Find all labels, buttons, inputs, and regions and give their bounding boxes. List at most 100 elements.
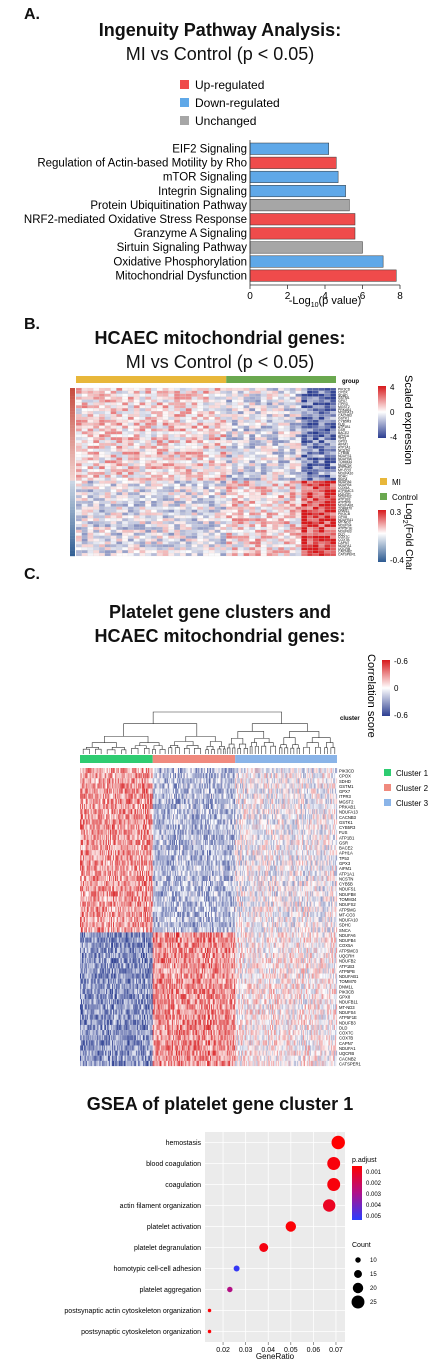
correlation-cell: [108, 768, 110, 774]
heatmap-cell: [283, 529, 290, 533]
correlation-cell: [90, 768, 92, 774]
correlation-cell: [323, 798, 325, 805]
heatmap-cell: [127, 550, 134, 554]
correlation-cell: [178, 773, 180, 779]
heatmap-cell: [318, 425, 325, 429]
correlation-cell: [88, 798, 90, 805]
correlation-cell: [176, 773, 179, 779]
heatmap-cell: [266, 445, 273, 449]
correlation-cell: [275, 788, 277, 794]
correlation-cell: [187, 783, 189, 789]
heatmap-cell: [104, 521, 111, 525]
heatmap-cell: [197, 506, 204, 510]
heatmap-cell: [174, 492, 181, 496]
heatmap-cell: [278, 524, 285, 528]
correlation-cell: [102, 788, 104, 794]
correlation-cell: [161, 793, 163, 799]
correlation-cell: [176, 768, 178, 774]
heatmap-cell: [197, 535, 204, 539]
dendro-branch: [270, 745, 276, 749]
heatmap-cell: [255, 422, 261, 426]
heatmap-cell: [93, 411, 100, 415]
heatmap-cell: [87, 469, 94, 473]
correlation-cell: [229, 793, 231, 799]
heatmap-cell: [116, 451, 123, 455]
heatmap-cell: [307, 460, 313, 464]
heatmap-cell: [87, 448, 94, 452]
correlation-cell: [211, 788, 213, 794]
correlation-cell: [193, 793, 195, 799]
correlation-cell: [195, 778, 197, 784]
correlation-cell: [201, 778, 203, 784]
heatmap-cell: [145, 521, 152, 525]
correlation-cell: [211, 798, 213, 805]
correlation-cell: [124, 783, 126, 789]
heatmap-cell: [87, 518, 94, 522]
heatmap-cell: [81, 526, 88, 531]
heatmap-cell: [156, 411, 163, 415]
heatmap-cell: [226, 521, 233, 525]
correlation-cell: [108, 798, 110, 805]
correlation-cell: [110, 768, 112, 774]
correlation-cell: [274, 783, 277, 789]
correlation-cell: [284, 768, 286, 774]
correlation-cell: [195, 783, 197, 789]
heatmap-cell: [301, 535, 308, 539]
correlation-cell: [154, 773, 156, 779]
dendro-branch: [139, 742, 160, 746]
heatmap-cell: [93, 454, 100, 458]
heatmap-cell: [231, 460, 238, 464]
correlation-cell: [150, 768, 152, 774]
correlation-cell: [306, 798, 309, 805]
heatmap-cell: [295, 434, 302, 438]
heatmap-cell: [260, 509, 267, 513]
correlation-cell: [222, 783, 224, 789]
correlation-cell: [257, 788, 259, 794]
heatmap-cell: [81, 524, 88, 528]
heatmap-cell: [278, 480, 285, 484]
heatmap-cell: [197, 460, 204, 464]
heatmap-cell: [179, 390, 186, 394]
correlation-cell: [220, 773, 222, 779]
correlation-cell: [121, 798, 123, 805]
correlation-cell: [226, 768, 228, 774]
heatmap-cell: [197, 471, 204, 475]
heatmap-cell: [75, 428, 82, 432]
heatmap-cell: [139, 521, 146, 525]
heatmap-cell: [295, 474, 302, 478]
heatmap-cell: [151, 535, 157, 539]
correlation-cell: [265, 793, 267, 799]
heatmap-cell: [133, 553, 140, 557]
heatmap-cell: [185, 428, 192, 432]
correlation-cell: [283, 803, 285, 810]
correlation-cell: [229, 768, 231, 774]
correlation-cell: [203, 803, 205, 810]
correlation-cell: [143, 788, 145, 794]
correlation-cell: [91, 803, 93, 810]
heatmap-cell: [145, 541, 152, 545]
correlation-cell: [87, 768, 89, 774]
heatmap-cell: [312, 460, 319, 464]
heatmap-cell: [330, 512, 337, 516]
heatmap-cell: [145, 532, 152, 536]
row-annotation-cell: [70, 425, 75, 429]
heatmap-cell: [191, 538, 198, 542]
scaled-tick-top: 4: [390, 383, 395, 392]
heatmap-cell: [87, 544, 94, 548]
correlation-cell: [112, 783, 114, 789]
heatmap-cell: [99, 492, 105, 496]
heatmap-cell: [307, 492, 313, 496]
correlation-cell: [208, 788, 210, 794]
correlation-cell: [293, 768, 295, 774]
heatmap-cell: [197, 492, 204, 496]
heatmap-cell: [289, 541, 296, 545]
correlation-cell: [168, 778, 170, 784]
heatmap-cell: [214, 515, 221, 519]
correlation-cell: [245, 793, 247, 799]
legend-control-swatch: [380, 493, 387, 500]
correlation-cell: [242, 778, 244, 784]
heatmap-cell: [145, 402, 152, 406]
correlation-cell: [166, 778, 168, 784]
correlation-cell: [299, 788, 301, 794]
heatmap-cell: [81, 474, 88, 478]
